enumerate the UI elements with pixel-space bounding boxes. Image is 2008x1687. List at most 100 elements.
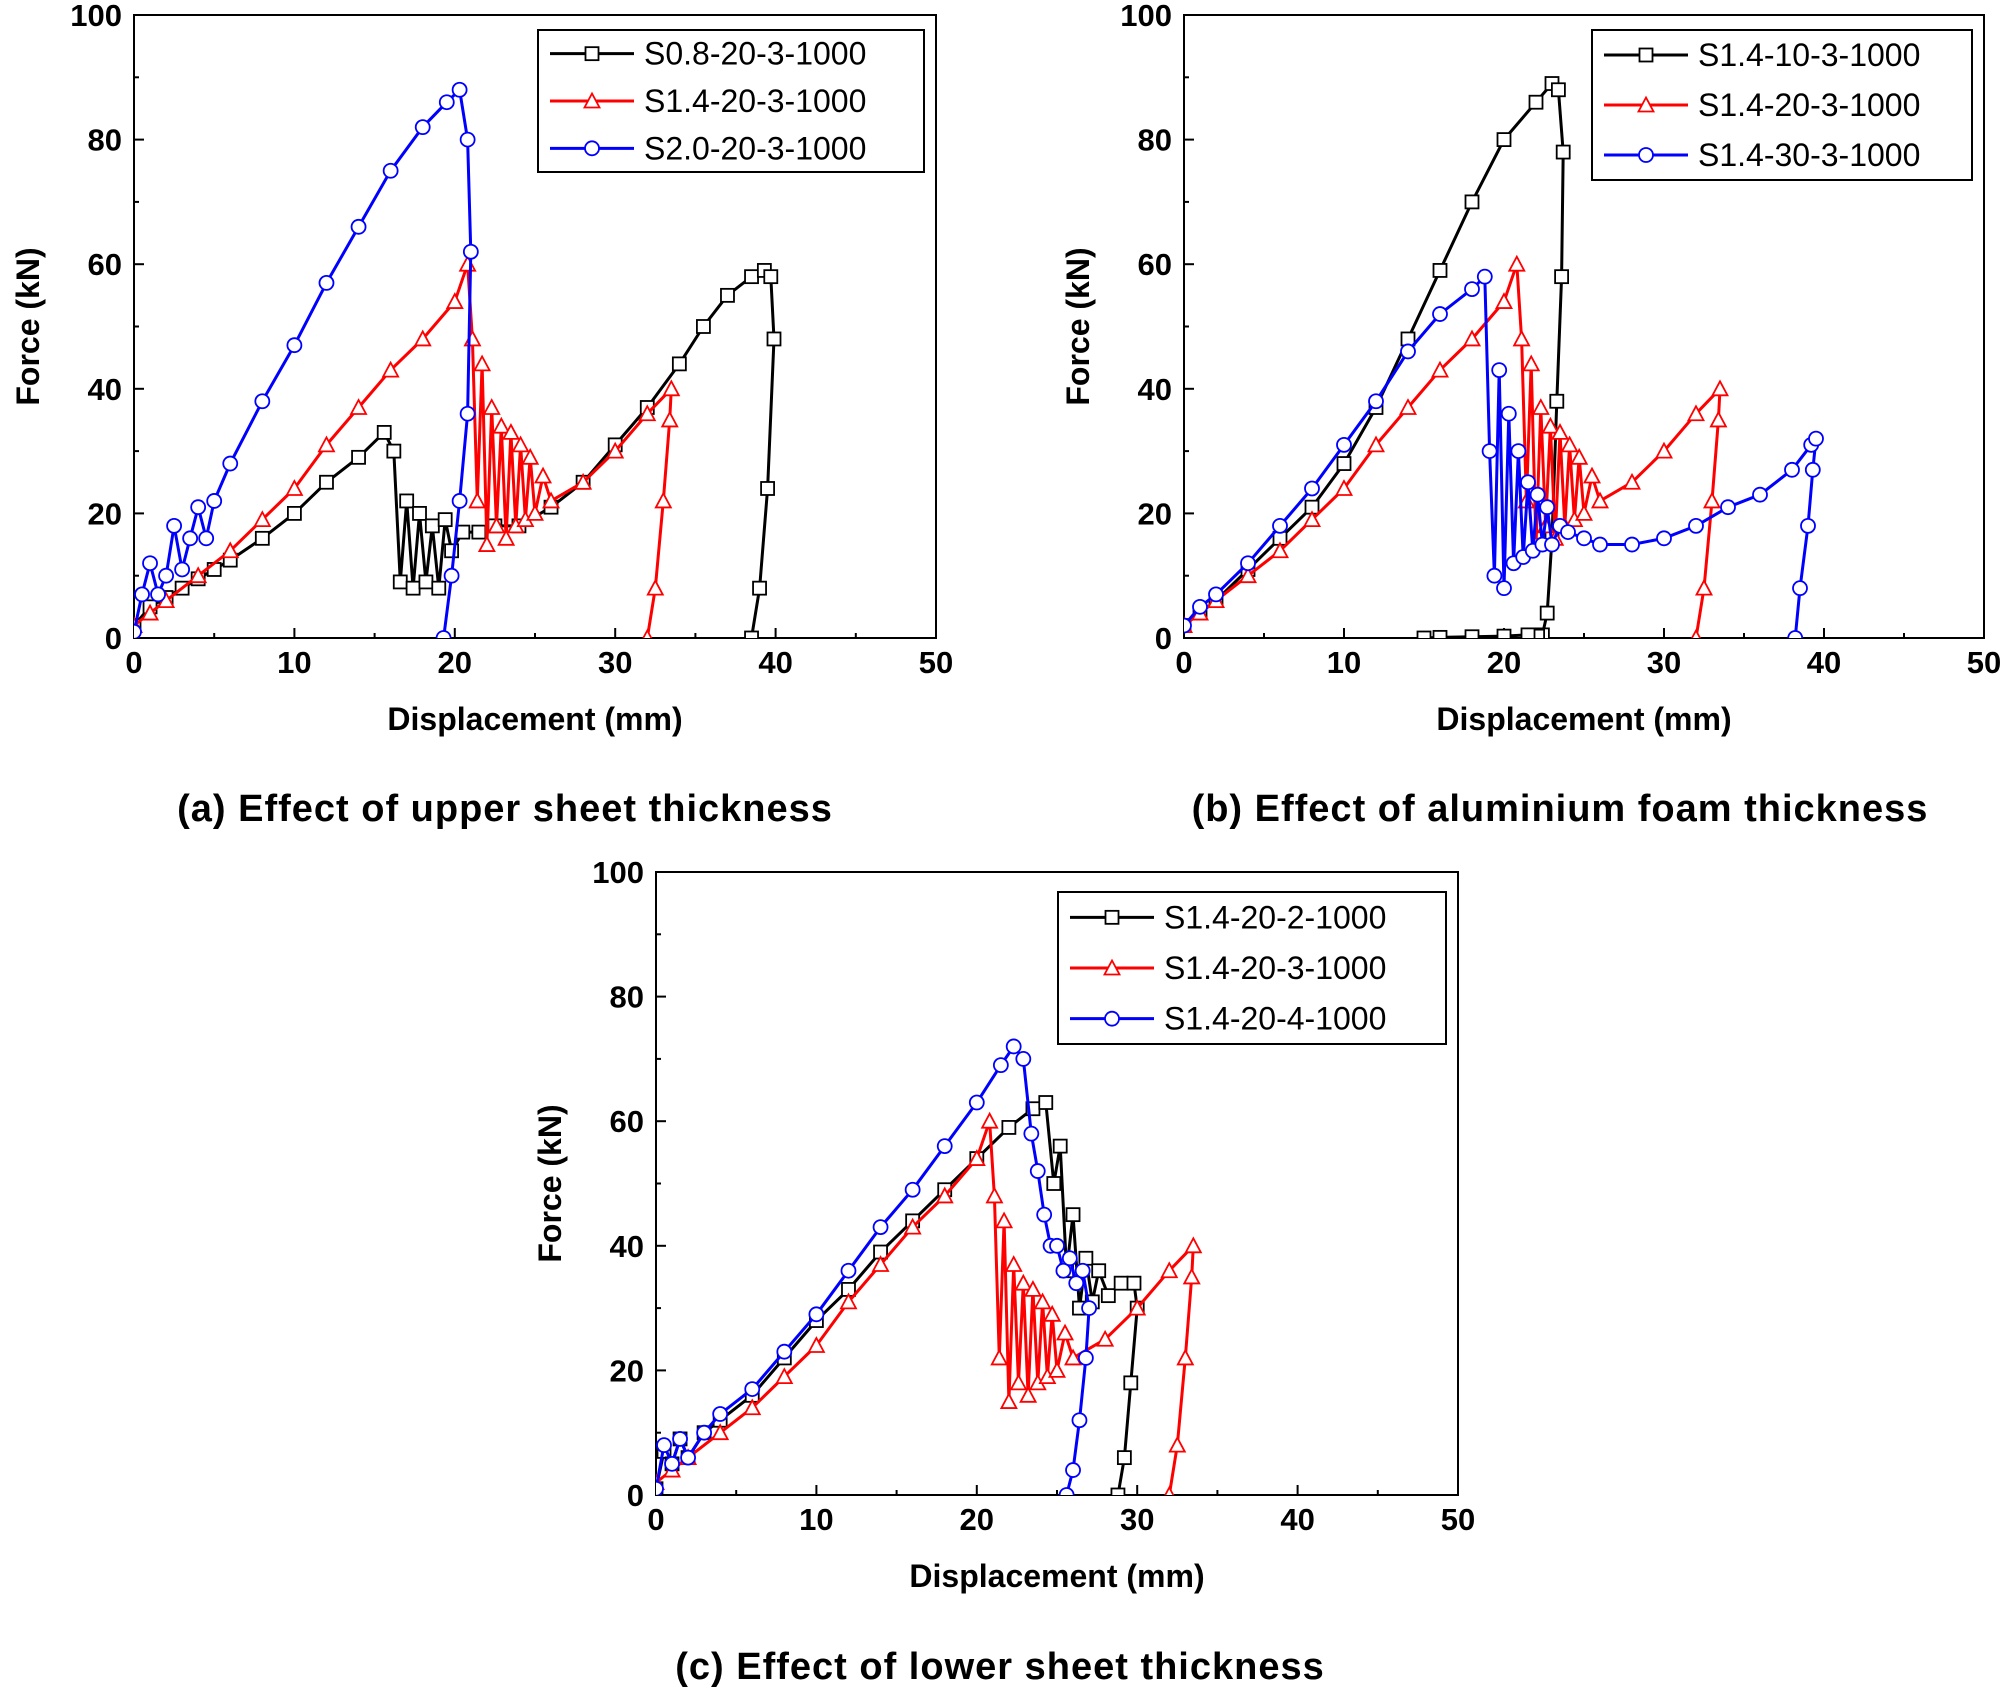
data-point — [1752, 486, 1768, 503]
data-point — [1531, 398, 1550, 415]
data-point — [1464, 629, 1480, 638]
legend-label: S1.4-20-3-1000 — [1164, 950, 1386, 986]
data-point — [445, 292, 464, 309]
data-point — [206, 493, 223, 509]
data-point — [1520, 627, 1536, 638]
data-point — [744, 630, 759, 638]
data-point — [412, 505, 427, 521]
data-point — [1113, 1275, 1129, 1291]
data-point — [1400, 331, 1416, 347]
data-point — [671, 356, 687, 372]
data-point — [744, 1381, 761, 1397]
y-tick-label: 40 — [1138, 372, 1172, 407]
data-point — [1302, 510, 1322, 528]
data-point — [459, 131, 476, 148]
data-point — [141, 603, 160, 621]
data-point — [1496, 132, 1512, 148]
data-point — [158, 567, 174, 584]
data-point — [382, 162, 399, 179]
data-point — [1541, 416, 1560, 434]
data-point — [656, 1480, 664, 1495]
data-point — [418, 574, 434, 590]
data-point — [872, 1219, 889, 1236]
data-point — [381, 360, 400, 378]
data-point — [1304, 480, 1320, 497]
data-point — [511, 435, 530, 453]
data-point — [1052, 1138, 1068, 1154]
data-point — [1055, 1262, 1072, 1279]
data-point — [1064, 1348, 1083, 1366]
data-point — [1029, 1163, 1046, 1179]
data-point — [166, 517, 183, 534]
data-point — [477, 535, 496, 552]
data-point — [471, 524, 487, 540]
legend-marker — [1638, 147, 1654, 163]
data-point — [1240, 555, 1256, 572]
data-point — [1529, 486, 1546, 503]
data-point — [936, 1138, 953, 1155]
data-point — [286, 505, 302, 521]
data-point — [1694, 578, 1714, 596]
x-tick-label: 30 — [1647, 645, 1681, 680]
data-point — [903, 1217, 922, 1235]
data-point — [1400, 343, 1416, 360]
panel-caption: (a) Effect of upper sheet thickness — [177, 788, 833, 830]
data-point — [1507, 254, 1526, 272]
data-point — [174, 561, 191, 578]
data-point — [1494, 292, 1514, 309]
data-point — [473, 354, 492, 372]
data-point — [1686, 404, 1706, 422]
data-point — [189, 566, 208, 584]
data-point — [1074, 1262, 1091, 1279]
x-axis-label: Displacement (mm) — [909, 1558, 1204, 1594]
legend-marker — [584, 46, 600, 62]
data-point — [638, 404, 657, 422]
data-point — [1549, 393, 1565, 409]
data-point — [431, 580, 447, 596]
data-point — [455, 524, 471, 540]
data-point — [1368, 393, 1384, 410]
data-point — [1709, 410, 1728, 428]
data-point — [254, 393, 271, 410]
x-axis-label: Displacement (mm) — [387, 701, 682, 737]
data-point — [1065, 1462, 1081, 1478]
data-point — [1464, 194, 1480, 210]
legend-marker — [1638, 47, 1654, 63]
data-point — [1784, 461, 1800, 478]
data-point — [743, 1398, 762, 1416]
data-point — [1238, 566, 1258, 584]
legend-label: S0.8-20-3-1000 — [644, 36, 866, 72]
data-point — [405, 580, 421, 596]
data-point — [1009, 1373, 1028, 1391]
data-point — [1336, 436, 1352, 453]
data-point — [1096, 1329, 1115, 1347]
data-point — [904, 1181, 921, 1198]
data-point — [1496, 628, 1512, 638]
data-point — [1808, 430, 1824, 447]
data-point — [711, 1423, 730, 1441]
legend-marker — [1102, 958, 1122, 976]
x-tick-label: 20 — [1487, 645, 1521, 680]
data-point — [1544, 536, 1560, 553]
data-point — [1019, 1385, 1038, 1403]
data-point — [1061, 1250, 1078, 1267]
data-point — [1800, 517, 1816, 534]
data-point — [1100, 1288, 1116, 1304]
x-tick-label: 50 — [1441, 1502, 1475, 1537]
data-point — [990, 1348, 1009, 1366]
data-point — [992, 1057, 1009, 1074]
data-point — [424, 518, 440, 534]
data-point — [968, 1094, 985, 1111]
y-tick-label: 0 — [105, 621, 122, 656]
data-point — [1491, 362, 1508, 379]
data-point — [254, 530, 270, 546]
data-point — [459, 405, 476, 422]
x-tick-label: 40 — [1280, 1502, 1314, 1537]
data-point — [1110, 1487, 1126, 1495]
data-point — [1270, 541, 1290, 559]
data-point — [1464, 281, 1480, 298]
data-point — [542, 491, 561, 509]
data-point — [525, 503, 545, 521]
data-point — [980, 1111, 999, 1129]
